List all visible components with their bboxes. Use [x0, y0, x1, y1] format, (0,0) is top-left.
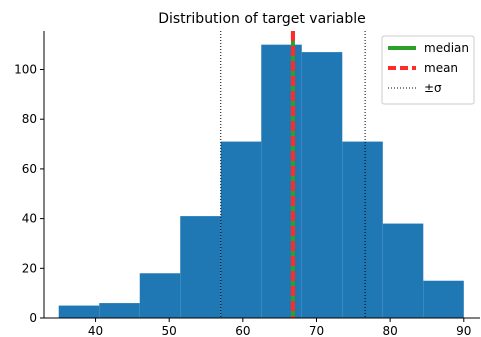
x-tick-label: 80 — [383, 324, 398, 337]
histogram-bars — [58, 44, 464, 319]
y-tick-label: 100 — [14, 63, 37, 77]
histogram-bar — [180, 216, 221, 318]
y-axis-ticks: 0 20 40 60 80 100 — [14, 63, 44, 325]
histogram-bar — [99, 303, 140, 318]
histogram-bar — [382, 223, 424, 318]
y-tick-label: 20 — [22, 261, 37, 275]
y-tick-label: 40 — [22, 212, 37, 226]
legend-box — [381, 35, 475, 105]
legend-label-mean: mean — [424, 61, 458, 75]
histogram-bar — [261, 44, 302, 319]
histogram-bar — [220, 141, 262, 318]
histogram-bar — [301, 52, 343, 318]
x-tick-label: 60 — [235, 324, 250, 337]
legend: median mean ±σ — [381, 35, 475, 105]
histogram-bar — [58, 305, 100, 318]
reference-lines — [220, 31, 366, 318]
histogram-bar — [342, 141, 383, 318]
axes — [43, 31, 480, 319]
x-tick-label: 50 — [162, 324, 177, 337]
histogram-bar — [423, 280, 464, 318]
legend-label-median: median — [424, 41, 469, 55]
y-tick-label: 80 — [22, 112, 37, 126]
x-tick-label: 70 — [309, 324, 324, 337]
x-tick-label: 40 — [88, 324, 103, 337]
y-tick-label: 0 — [29, 311, 37, 325]
histogram-bar — [139, 273, 181, 318]
chart-title: Distribution of target variable — [158, 11, 366, 27]
x-tick-label: 90 — [456, 324, 471, 337]
legend-label-sigma: ±σ — [424, 81, 442, 95]
x-axis-ticks: 40 50 60 70 80 90 — [88, 318, 471, 337]
y-tick-label: 60 — [22, 162, 37, 176]
